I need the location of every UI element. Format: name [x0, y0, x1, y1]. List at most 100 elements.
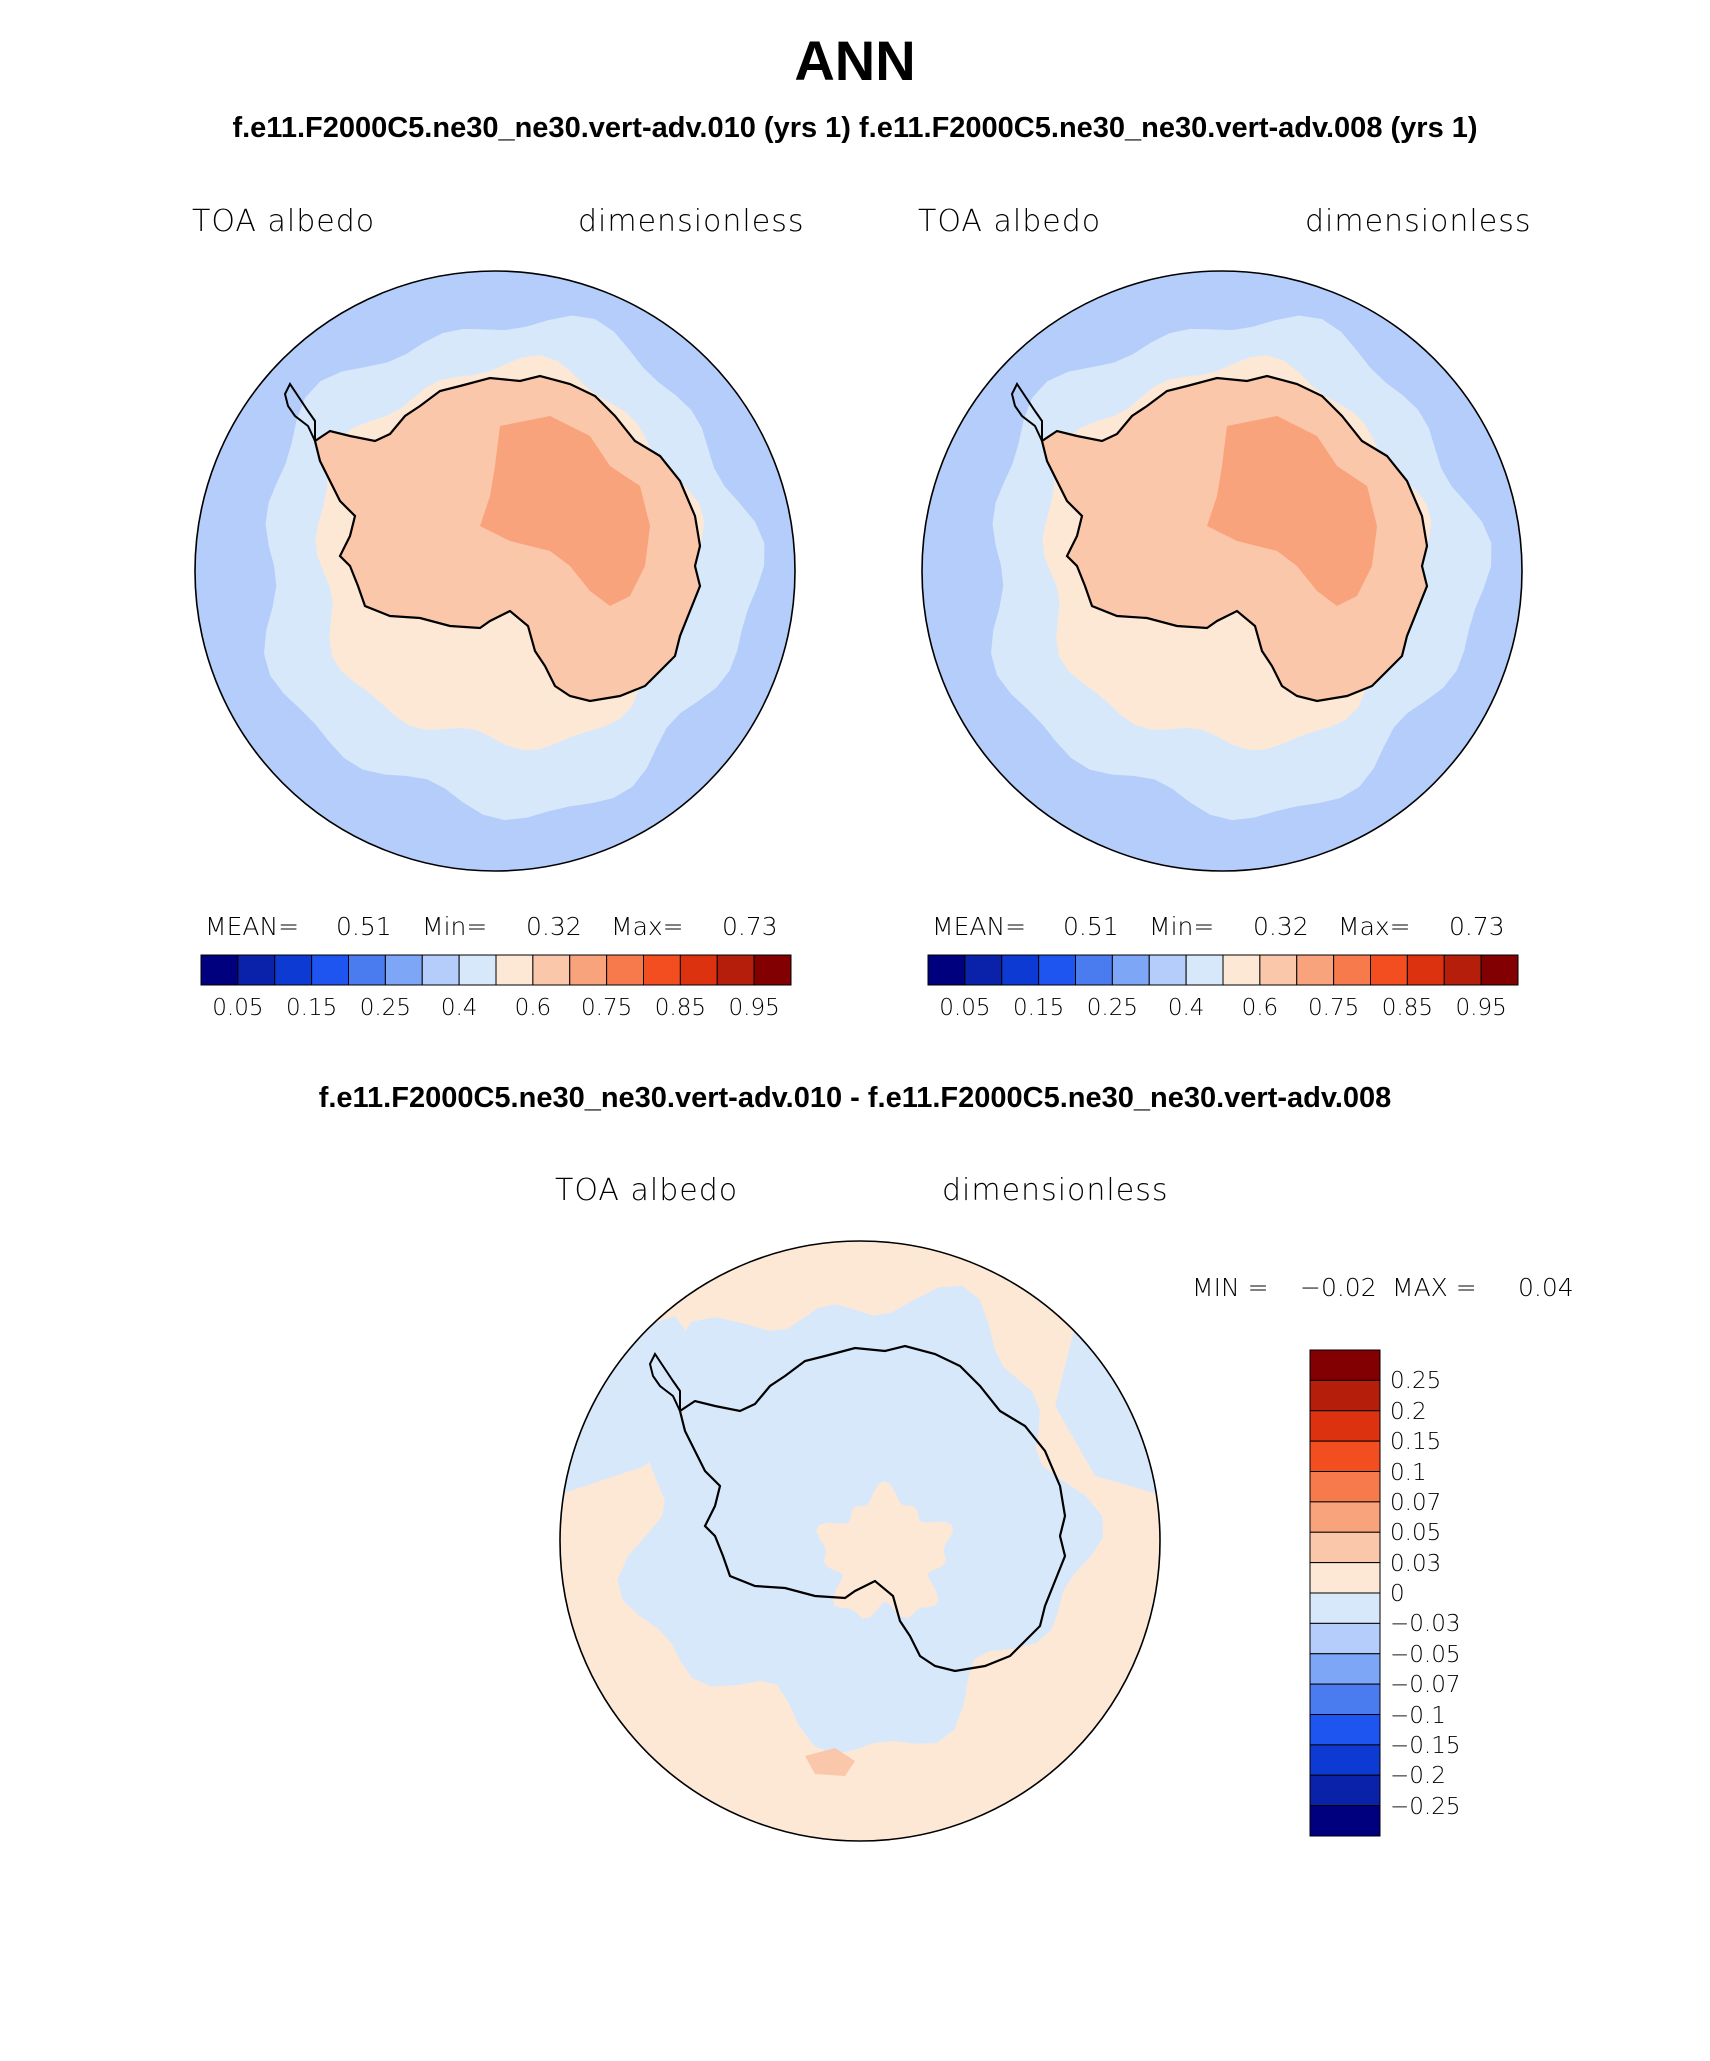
diff-min-label: MIN = [1192, 1273, 1269, 1302]
colorbar-panel-1 [200, 954, 792, 986]
colorbar-diff-tick-label: 0.25 [1390, 1368, 1442, 1395]
case-subtitle: f.e11.F2000C5.ne30_ne30.vert-adv.010 (yr… [232, 112, 1478, 144]
panel1-plateau [480, 416, 650, 606]
colorbar-diff-swatch [1309, 1683, 1381, 1715]
colorbar-diff-swatch [1309, 1562, 1381, 1594]
panel1-map-border [194, 270, 796, 872]
diff-variable-label: TOA albedo [555, 1173, 739, 1208]
colorbar-diff-swatch [1309, 1805, 1381, 1837]
panel1-variable-label: TOA albedo [192, 204, 376, 239]
panel1-coastline [313, 374, 702, 703]
colorbar2-swatch [1001, 954, 1040, 986]
colorbar1-tick-label: 0.95 [728, 995, 780, 1021]
diff-max-value: 0.04 [1518, 1273, 1574, 1302]
diff-coastline [678, 1344, 1067, 1673]
panel2-max-value: 0.73 [1449, 912, 1505, 941]
panel1-map-fill [195, 271, 795, 871]
colorbar-diff-tick-label: −0.05 [1390, 1641, 1461, 1668]
panel2-max-label: Max= [1338, 912, 1411, 941]
colorbar-diff-swatch [1309, 1379, 1381, 1412]
colorbar2-swatch [1406, 954, 1445, 986]
colorbar1-swatch [274, 954, 313, 986]
page-title: ANN [794, 29, 916, 92]
colorbar-diff-swatch [1309, 1440, 1381, 1472]
colorbar1-tick-label: 0.6 [514, 995, 552, 1021]
panel2-map-fill [922, 271, 1522, 871]
panel1-peninsula-coast [283, 382, 316, 442]
panel1-max-value: 0.73 [722, 912, 778, 941]
colorbar-diff-tick-label: 0.1 [1390, 1459, 1427, 1486]
colorbar-diff-swatch [1309, 1653, 1381, 1685]
colorbar-diff-swatch [1309, 1592, 1381, 1624]
colorbar2-tick-label: 0.6 [1241, 995, 1279, 1021]
colorbar-diff-swatch [1309, 1349, 1381, 1381]
colorbar-difference [1309, 1349, 1381, 1837]
colorbar-diff-tick-label: −0.07 [1390, 1672, 1461, 1699]
diff-positive-strong-patch [805, 1748, 855, 1776]
colorbar1-swatch [569, 954, 608, 986]
colorbar-diff-swatch [1309, 1622, 1381, 1655]
colorbar2-tick-label: 0.95 [1455, 995, 1507, 1021]
panel1-units-label: dimensionless [578, 204, 805, 239]
colorbar-diff-tick-label: −0.25 [1390, 1793, 1461, 1820]
colorbar2-swatch [1370, 954, 1408, 986]
panel2-units-label: dimensionless [1305, 204, 1532, 239]
panel2-mean-value: 0.51 [1063, 912, 1119, 941]
colorbar1-swatch [495, 954, 534, 986]
colorbar1-swatch [348, 954, 386, 986]
colorbar2-swatch [1259, 954, 1298, 986]
panel1-min-label: Min= [422, 912, 488, 941]
colorbar1-swatch [421, 954, 460, 986]
colorbar2-swatch [1333, 954, 1371, 986]
colorbar2-tick-label: 0.05 [939, 995, 991, 1021]
colorbar-diff-tick-label: −0.15 [1390, 1732, 1461, 1759]
colorbar1-swatch [643, 954, 681, 986]
colorbar1-swatch [532, 954, 571, 986]
diff-max-label: MAX = [1392, 1273, 1477, 1302]
map-panel-difference [559, 1240, 1161, 1842]
colorbar-diff-tick-label: −0.2 [1390, 1763, 1446, 1790]
colorbar-diff-tick-label: 0.15 [1390, 1429, 1442, 1456]
panel1-max-label: Max= [611, 912, 684, 941]
panel1-mean-value: 0.51 [336, 912, 392, 941]
diff-units-label: dimensionless [942, 1173, 1169, 1208]
colorbar-diff-swatch [1309, 1531, 1381, 1564]
colorbar1-swatch [679, 954, 718, 986]
colorbar-panel-2 [927, 954, 1519, 986]
panel1-mean-label: MEAN= [205, 912, 300, 941]
colorbar1-swatch [200, 954, 239, 986]
colorbar1-swatch [606, 954, 644, 986]
colorbar-diff-swatch [1309, 1410, 1381, 1442]
panel2-plateau [1207, 416, 1377, 606]
colorbar2-swatch [1222, 954, 1261, 986]
colorbar2-swatch [927, 954, 966, 986]
colorbar-diff-tick-label: 0.03 [1390, 1550, 1442, 1577]
colorbar1-tick-label: 0.25 [359, 995, 411, 1021]
colorbar-diff-tick-label: 0.07 [1390, 1489, 1442, 1516]
colorbar2-tick-label: 0.85 [1381, 995, 1433, 1021]
colorbar1-tick-label: 0.75 [581, 995, 633, 1021]
panel2-variable-label: TOA albedo [918, 204, 1102, 239]
colorbar2-tick-label: 0.75 [1308, 995, 1360, 1021]
diff-min-value: −0.02 [1300, 1273, 1377, 1302]
colorbar1-swatch [458, 954, 497, 986]
colorbar-diff-tick-label: −0.1 [1390, 1702, 1446, 1729]
colorbar1-swatch [237, 954, 276, 986]
colorbar-diff-tick-label: −0.03 [1390, 1611, 1461, 1638]
diff-map-fill [560, 1241, 1160, 1841]
diff-map-border [559, 1240, 1161, 1842]
diff-peninsula-coast [648, 1352, 681, 1412]
panel2-peninsula-coast [1010, 382, 1043, 442]
diff-positive-patch [816, 1481, 953, 1619]
colorbar2-swatch [1148, 954, 1187, 986]
colorbar1-tick-label: 0.15 [286, 995, 338, 1021]
colorbar2-swatch [1075, 954, 1113, 986]
colorbar2-tick-label: 0.15 [1013, 995, 1065, 1021]
colorbar2-swatch [1296, 954, 1335, 986]
colorbar-diff-tick-label: 0.2 [1390, 1398, 1427, 1425]
colorbar2-tick-label: 0.25 [1086, 995, 1138, 1021]
colorbar-diff-swatch [1309, 1744, 1381, 1776]
colorbar-diff-swatch [1309, 1774, 1381, 1807]
panel2-mean-label: MEAN= [932, 912, 1027, 941]
colorbar2-tick-label: 0.4 [1167, 995, 1205, 1021]
